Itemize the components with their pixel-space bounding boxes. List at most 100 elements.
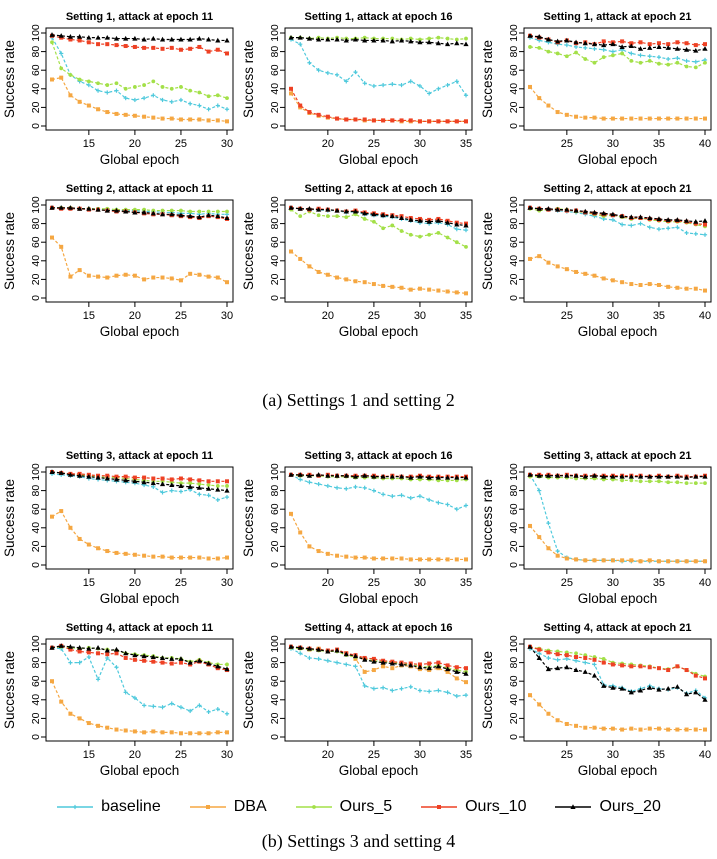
data-point bbox=[206, 274, 211, 279]
data-point bbox=[693, 473, 699, 479]
data-point bbox=[545, 473, 552, 478]
data-point bbox=[619, 685, 625, 691]
data-point bbox=[629, 41, 634, 46]
chart-cell: Setting 2, attack at epoch 16 0 20 40 60 80 10… bbox=[239, 178, 478, 350]
series-line-baseline bbox=[51, 647, 228, 715]
x-axis-label: Global epoch bbox=[100, 591, 180, 606]
data-point bbox=[389, 473, 395, 479]
data-point bbox=[693, 116, 698, 121]
data-point bbox=[464, 557, 468, 562]
data-point bbox=[95, 474, 101, 480]
data-point bbox=[160, 116, 165, 121]
x-tick-label: 30 bbox=[414, 749, 426, 761]
y-tick-label: 20 bbox=[508, 273, 520, 285]
data-point bbox=[675, 727, 680, 732]
y-tick-label: 20 bbox=[269, 273, 281, 285]
caption-a: (a) Settings 1 and setting 2 bbox=[262, 390, 455, 410]
data-point bbox=[570, 804, 577, 809]
data-point bbox=[197, 478, 202, 483]
data-point bbox=[574, 651, 578, 656]
data-point bbox=[647, 45, 653, 50]
data-point bbox=[703, 559, 707, 564]
y-tick-label: 40 bbox=[508, 522, 520, 534]
data-point bbox=[647, 282, 652, 287]
data-point bbox=[528, 693, 532, 698]
data-point bbox=[703, 727, 707, 732]
chart-title: Setting 2, attack at epoch 21 bbox=[544, 183, 692, 195]
data-point bbox=[702, 473, 708, 479]
data-point bbox=[638, 664, 643, 669]
x-axis-label: Global epoch bbox=[339, 324, 419, 339]
data-point bbox=[77, 536, 82, 541]
data-point bbox=[591, 473, 598, 478]
data-point bbox=[629, 116, 634, 121]
data-point bbox=[132, 478, 138, 484]
data-point bbox=[527, 205, 533, 210]
legend-swatch-triangle-icon bbox=[555, 804, 592, 809]
chart-cell: Setting 3, attack at epoch 11 0 20 40 60 80 10… bbox=[0, 445, 239, 617]
data-point bbox=[435, 663, 441, 669]
data-point bbox=[675, 60, 680, 65]
chart-title: Setting 1, attack at epoch 11 bbox=[66, 11, 213, 23]
data-point bbox=[435, 40, 441, 46]
data-point bbox=[371, 37, 377, 43]
data-point bbox=[381, 556, 386, 561]
data-point bbox=[169, 36, 175, 42]
data-point bbox=[546, 260, 551, 265]
y-tick-label: 0 bbox=[269, 123, 281, 129]
data-point bbox=[637, 214, 644, 220]
data-point bbox=[610, 473, 616, 479]
x-tick-label: 30 bbox=[607, 749, 619, 761]
data-point bbox=[160, 208, 165, 213]
y-tick-label: 100 bbox=[269, 24, 281, 42]
y-tick-label: 60 bbox=[30, 236, 42, 248]
data-point bbox=[647, 685, 653, 690]
data-point bbox=[371, 211, 377, 217]
data-point bbox=[215, 486, 221, 492]
data-point bbox=[225, 51, 229, 56]
data-point bbox=[703, 222, 707, 227]
data-point bbox=[445, 557, 450, 562]
x-tick-label: 30 bbox=[221, 310, 233, 322]
plot-box bbox=[523, 466, 712, 570]
data-point bbox=[647, 215, 653, 221]
data-point bbox=[86, 645, 92, 651]
data-point bbox=[592, 657, 597, 662]
y-tick-label: 40 bbox=[508, 83, 520, 95]
data-point bbox=[656, 41, 661, 46]
data-point bbox=[582, 669, 588, 674]
data-point bbox=[666, 559, 671, 564]
data-point bbox=[142, 83, 147, 87]
data-point bbox=[381, 283, 386, 288]
data-point bbox=[196, 658, 202, 663]
data-point bbox=[104, 475, 110, 481]
data-point bbox=[178, 212, 184, 218]
data-point bbox=[224, 666, 230, 672]
data-point bbox=[610, 41, 616, 47]
data-point bbox=[380, 473, 386, 479]
data-point bbox=[444, 474, 451, 480]
data-point bbox=[297, 472, 303, 477]
data-point bbox=[59, 75, 64, 80]
data-point bbox=[683, 474, 690, 480]
y-tick-label: 20 bbox=[30, 101, 42, 113]
data-point bbox=[638, 116, 643, 121]
data-point bbox=[114, 474, 119, 479]
data-point bbox=[142, 475, 147, 480]
data-point bbox=[68, 274, 73, 279]
data-point bbox=[674, 217, 680, 222]
y-tick-label: 60 bbox=[269, 503, 281, 515]
data-point bbox=[666, 62, 671, 67]
data-point bbox=[206, 479, 211, 484]
x-tick-label: 30 bbox=[221, 749, 233, 761]
data-point bbox=[160, 46, 165, 51]
data-point bbox=[656, 116, 661, 121]
data-point bbox=[289, 91, 293, 96]
series-line-Ours_20 bbox=[291, 37, 467, 45]
data-point bbox=[67, 472, 74, 477]
data-point bbox=[50, 679, 54, 684]
data-point bbox=[77, 649, 82, 654]
data-point bbox=[306, 645, 313, 651]
x-tick-label: 20 bbox=[322, 749, 334, 761]
data-point bbox=[684, 559, 689, 564]
